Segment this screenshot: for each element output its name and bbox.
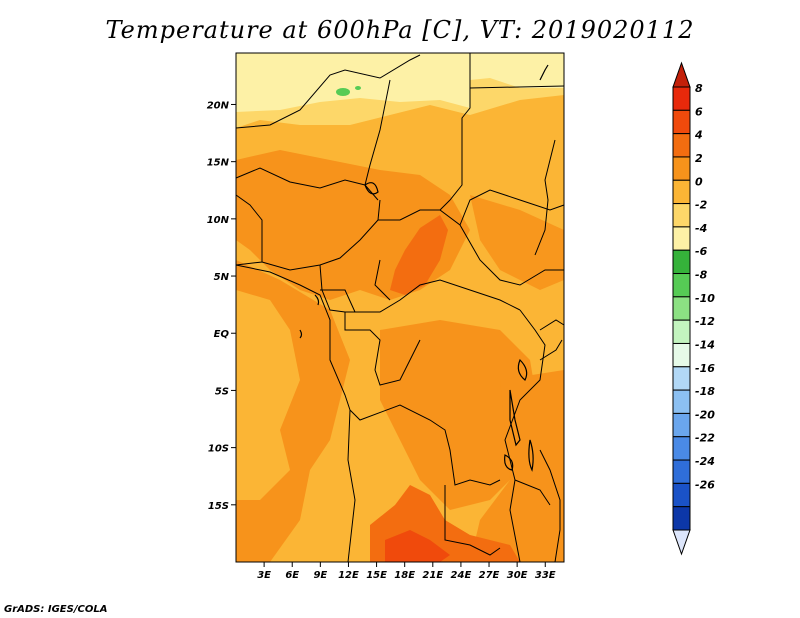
colorbar-label: 6	[695, 105, 703, 118]
colorbar-label: 2	[695, 152, 703, 165]
colorbar: 8 6 4 2 0 -2 -4 -6 -8 -10 -12 -14 -16 -18 -20 -22 -24 -26	[672, 61, 715, 556]
colorbar-swatch	[672, 389, 691, 414]
colorbar-label: -8	[695, 269, 708, 282]
temperature-field-ne-warm	[470, 195, 564, 290]
colorbar-swatch	[672, 436, 691, 461]
lon-tick-label: 30E	[507, 570, 528, 581]
colorbar-label: -10	[695, 292, 715, 305]
lon-tick-label: 24E	[451, 570, 472, 581]
colorbar-swatch	[672, 249, 691, 275]
colorbar-label: -18	[695, 385, 715, 398]
colorbar-bottom-arrow	[672, 529, 691, 556]
lon-tick-label: 15E	[366, 570, 387, 581]
temperature-field-sahara-cold	[236, 53, 470, 112]
colorbar-label: 0	[695, 175, 703, 188]
lon-tick-label: 9E	[313, 570, 327, 581]
colorbar-label: 8	[695, 82, 703, 95]
colorbar-swatch	[672, 412, 691, 438]
colorbar-swatch	[672, 319, 691, 344]
lat-tick-label: 20N	[207, 100, 230, 111]
colorbar-swatch	[672, 366, 691, 391]
lat-tick-label: EQ	[214, 329, 230, 340]
colorbar-swatch	[672, 342, 691, 368]
lakes	[299, 64, 549, 472]
colorbar-label: -24	[695, 455, 715, 468]
colorbar-swatch	[672, 179, 691, 205]
colorbar-swatch	[672, 506, 691, 531]
lon-tick-label: 3E	[257, 570, 271, 581]
map-title: Temperature at 600hPa [C], VT: 201902011…	[105, 16, 695, 44]
lat-tick-label: 5S	[215, 386, 229, 397]
temperature-field-hot-south-core	[385, 530, 450, 562]
colorbar-top-arrow	[672, 61, 691, 88]
colorbar-label: -4	[695, 222, 707, 235]
colorbar-swatch	[672, 156, 691, 181]
temperature-field-cold-spot	[336, 88, 350, 96]
colorbar-swatch	[672, 133, 691, 158]
lat-tick-label: 5N	[214, 272, 230, 283]
colorbar-label: -26	[695, 478, 715, 491]
lat-tick-label: 15N	[207, 158, 230, 169]
colorbar-label: -6	[695, 245, 708, 258]
lon-tick-label: 12E	[338, 570, 359, 581]
colorbar-swatch	[672, 296, 691, 321]
colorbar-swatch	[672, 482, 691, 508]
colorbar-swatch	[672, 86, 691, 111]
colorbar-swatch	[672, 226, 691, 251]
temperature-field-hot-central	[390, 215, 448, 295]
colorbar-label: 4	[694, 129, 703, 142]
longitude-axis: 3E 6E 9E 12E 15E 18E 21E 24E 27E 30E 33E	[257, 562, 556, 581]
colorbar-label: -20	[695, 408, 715, 421]
map-frame	[235, 52, 565, 563]
colorbar-label: -12	[695, 315, 715, 328]
temperature-field-west-lighter	[236, 290, 300, 500]
colorbar-label: -16	[695, 362, 715, 375]
colorbar-swatch	[672, 203, 691, 228]
colorbar-label: -22	[695, 432, 715, 445]
grads-credit: GrADS: IGES/COLA	[4, 604, 108, 615]
lat-tick-label: 10S	[208, 444, 229, 455]
lat-tick-label: 15S	[208, 501, 229, 512]
temperature-field-congo-warm	[380, 320, 540, 510]
lon-tick-label: 18E	[394, 570, 415, 581]
colorbar-label: -2	[695, 199, 708, 212]
colorbar-label: -14	[695, 338, 715, 351]
country-borders	[235, 53, 565, 563]
temperature-field-cold-spot-2	[355, 86, 361, 90]
lon-tick-label: 27E	[479, 570, 500, 581]
lon-tick-label: 21E	[422, 570, 443, 581]
latitude-axis: 20N 15N 10N 5N EQ 5S 10S 15S	[207, 100, 236, 512]
temperature-field-east-warm	[470, 370, 564, 562]
colorbar-swatch	[672, 459, 691, 484]
lon-tick-label: 6E	[285, 570, 299, 581]
lon-tick-label: 33E	[535, 570, 556, 581]
colorbar-swatch	[672, 109, 691, 135]
colorbar-swatch	[672, 273, 691, 298]
lat-tick-label: 10N	[207, 215, 230, 226]
